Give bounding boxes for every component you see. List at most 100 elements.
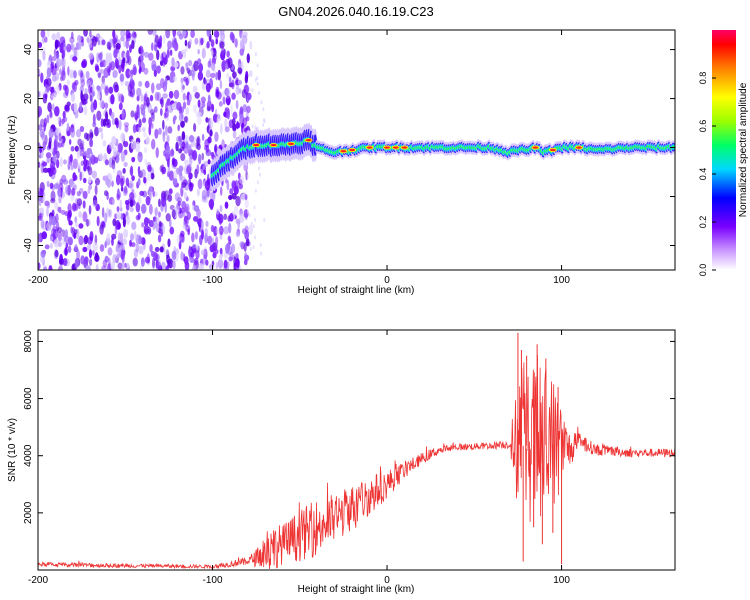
noise-speckle bbox=[243, 242, 247, 252]
noise-speckle bbox=[57, 116, 60, 122]
noise-speckle bbox=[138, 80, 143, 87]
noise-speckle bbox=[144, 256, 151, 264]
noise-speckle bbox=[87, 188, 91, 194]
noise-speckle bbox=[79, 149, 83, 157]
noise-speckle bbox=[83, 30, 88, 37]
noise-speckle bbox=[129, 167, 133, 176]
noise-speckle bbox=[64, 85, 69, 96]
noise-speckle bbox=[117, 262, 123, 270]
noise-speckle bbox=[96, 91, 101, 101]
noise-speckle-layer bbox=[38, 30, 266, 270]
noise-speckle bbox=[94, 252, 99, 262]
noise-speckle bbox=[182, 30, 187, 38]
noise-speckle bbox=[151, 30, 157, 36]
noise-speckle bbox=[188, 154, 193, 166]
noise-speckle bbox=[185, 141, 189, 149]
figure-title: GN04.2026.040.16.19.C23 bbox=[278, 4, 433, 19]
noise-speckle bbox=[210, 39, 215, 48]
noise-speckle bbox=[235, 195, 241, 207]
noise-speckle bbox=[99, 68, 105, 75]
noise-speckle bbox=[54, 39, 58, 50]
spectrogram-y-label: Frequency (Hz) bbox=[7, 116, 18, 185]
noise-speckle bbox=[202, 163, 206, 171]
noise-speckle bbox=[145, 195, 151, 206]
noise-speckle bbox=[148, 52, 154, 61]
noise-speckle bbox=[104, 255, 109, 263]
noise-speckle bbox=[193, 205, 200, 212]
noise-speckle bbox=[235, 86, 240, 96]
noise-speckle bbox=[72, 56, 78, 62]
noise-speckle bbox=[77, 162, 81, 169]
noise-speckle bbox=[59, 156, 63, 168]
noise-speckle bbox=[96, 85, 101, 91]
noise-speckle bbox=[112, 69, 118, 78]
noise-speckle bbox=[227, 235, 231, 242]
noise-speckle bbox=[75, 129, 82, 138]
noise-speckle bbox=[229, 31, 234, 41]
noise-speckle bbox=[200, 37, 204, 46]
noise-speckle bbox=[115, 121, 119, 129]
noise-speckle bbox=[115, 211, 122, 219]
noise-speckle bbox=[57, 187, 62, 197]
noise-speckle bbox=[137, 151, 143, 163]
track-peak bbox=[366, 146, 373, 149]
noise-speckle bbox=[140, 168, 146, 179]
noise-speckle bbox=[122, 167, 126, 174]
noise-speckle bbox=[246, 105, 251, 114]
noise-speckle bbox=[54, 249, 59, 258]
noise-speckle bbox=[140, 257, 145, 267]
noise-speckle bbox=[101, 265, 107, 270]
noise-speckle bbox=[225, 243, 230, 254]
noise-speckle bbox=[124, 262, 127, 268]
noise-speckle bbox=[61, 58, 65, 66]
noise-speckle bbox=[154, 128, 159, 139]
noise-speckle bbox=[244, 251, 247, 259]
noise-speckle bbox=[80, 79, 86, 88]
noise-speckle bbox=[252, 245, 255, 250]
noise-speckle bbox=[131, 221, 137, 231]
noise-speckle bbox=[69, 72, 74, 79]
noise-speckle bbox=[89, 94, 93, 102]
noise-speckle bbox=[214, 131, 218, 143]
noise-speckle bbox=[138, 47, 142, 55]
noise-speckle bbox=[146, 171, 152, 182]
noise-speckle bbox=[224, 118, 228, 129]
noise-speckle bbox=[144, 80, 150, 89]
noise-speckle bbox=[53, 144, 58, 155]
noise-speckle bbox=[223, 111, 227, 118]
noise-speckle bbox=[38, 207, 45, 214]
noise-speckle bbox=[183, 116, 188, 123]
noise-speckle bbox=[83, 105, 88, 116]
noise-speckle bbox=[94, 177, 101, 186]
noise-speckle bbox=[143, 146, 148, 154]
noise-speckle bbox=[39, 145, 43, 154]
noise-speckle bbox=[102, 259, 108, 268]
noise-speckle bbox=[120, 212, 124, 221]
noise-speckle bbox=[218, 101, 223, 107]
noise-speckle bbox=[64, 104, 68, 111]
noise-speckle bbox=[50, 198, 56, 204]
track-peak bbox=[384, 146, 391, 149]
noise-speckle bbox=[215, 72, 219, 81]
noise-speckle bbox=[79, 187, 84, 194]
track-peak bbox=[532, 146, 539, 149]
noise-speckle bbox=[200, 249, 206, 256]
noise-speckle bbox=[131, 31, 137, 39]
noise-speckle bbox=[214, 145, 217, 153]
noise-speckle bbox=[198, 63, 204, 73]
noise-speckle bbox=[173, 115, 177, 121]
noise-speckle bbox=[241, 122, 245, 129]
noise-speckle bbox=[183, 215, 188, 225]
spectrogram-frame bbox=[37, 29, 676, 271]
noise-speckle bbox=[246, 209, 249, 214]
noise-speckle bbox=[56, 58, 62, 68]
noise-speckle bbox=[173, 170, 178, 180]
noise-speckle bbox=[180, 230, 185, 238]
noise-speckle bbox=[130, 75, 134, 82]
noise-speckle bbox=[95, 65, 100, 72]
noise-speckle bbox=[88, 39, 93, 49]
noise-speckle bbox=[74, 244, 78, 252]
noise-speckle bbox=[46, 206, 49, 217]
noise-speckle bbox=[187, 228, 191, 236]
noise-speckle bbox=[170, 65, 176, 72]
